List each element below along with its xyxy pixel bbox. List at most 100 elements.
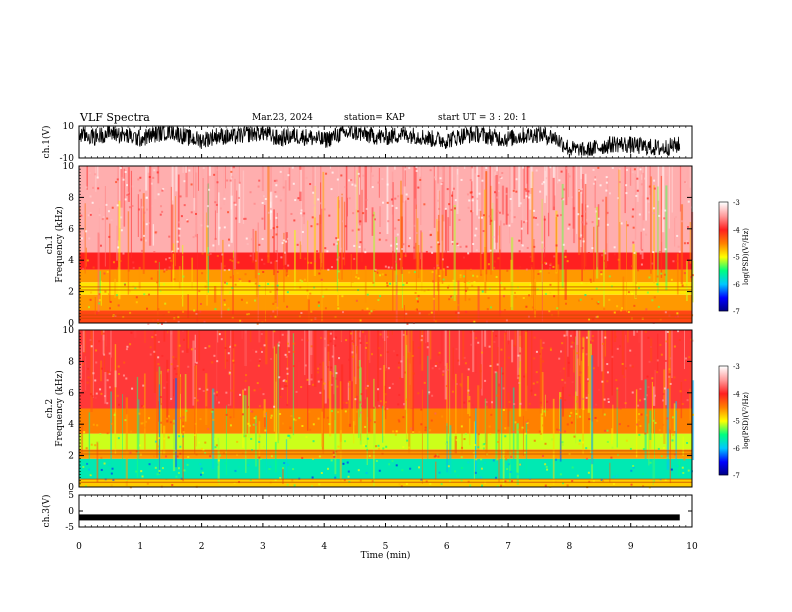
colorbar-strip (719, 473, 728, 475)
spectrogram-speckle (691, 413, 694, 416)
spectrogram-speckle (402, 446, 405, 449)
spectrogram-speckle (232, 361, 235, 364)
spectrogram-speckle (120, 216, 123, 219)
spectrogram-speckle (460, 178, 463, 181)
spectrogram-speckle (353, 257, 356, 260)
spectrogram-streak (591, 355, 594, 465)
spectrogram-streak (392, 250, 394, 313)
spectrogram-speckle (269, 207, 272, 210)
spectrogram-streak (84, 203, 86, 274)
spectrogram-speckle (293, 484, 296, 487)
spectrogram-speckle (129, 451, 132, 454)
colorbar-strip (719, 420, 728, 422)
spectrogram-speckle (274, 479, 277, 482)
spectrogram-speckle (444, 207, 447, 210)
spectrogram-speckle (535, 371, 538, 374)
spectrogram-speckle (273, 179, 276, 182)
spectrogram-speckle (447, 284, 450, 287)
spectrogram-speckle (582, 336, 585, 339)
spectrogram-speckle (374, 268, 377, 271)
spectrogram-speckle (666, 456, 669, 459)
colorbar-strip (719, 447, 728, 449)
spectrogram-streak (573, 330, 575, 343)
spectrogram-speckle (637, 418, 640, 421)
colorbar-strip (719, 238, 728, 240)
spectrogram-speckle (214, 308, 217, 311)
spectrogram-speckle (286, 483, 289, 486)
spectrogram-speckle (475, 249, 478, 252)
spectrogram-speckle (493, 260, 496, 263)
spectrogram-speckle (467, 206, 470, 209)
spectrogram-speckle (496, 363, 499, 366)
spectrogram-speckle (287, 475, 290, 478)
spectrogram-streak (82, 330, 85, 353)
spectrogram-speckle (569, 334, 572, 337)
colorbar-strip (719, 276, 728, 278)
spectrogram-streak (421, 330, 424, 371)
spectrogram-speckle (262, 445, 265, 448)
spectrogram-speckle (228, 371, 231, 374)
spectrogram-speckle (590, 280, 593, 283)
spectrogram-speckle (670, 278, 673, 281)
colorbar-strip (719, 417, 728, 419)
spectrogram-speckle (103, 462, 106, 465)
spectrogram-speckle (249, 410, 252, 413)
spectrogram-speckle (304, 257, 307, 260)
spectrogram-streak (541, 264, 543, 322)
colorbar-strip (719, 296, 728, 298)
y-tick-label: 2 (68, 288, 74, 298)
spectrogram-speckle (400, 485, 403, 488)
spectrogram-speckle (512, 430, 515, 433)
spectrogram-streak (120, 166, 123, 177)
spectrogram-streak (511, 339, 514, 363)
spectrogram-speckle (337, 411, 340, 414)
spectrogram-speckle (177, 467, 180, 470)
spectrogram-speckle (478, 192, 481, 195)
spectrogram-speckle (301, 280, 304, 283)
spectrogram-speckle (213, 173, 216, 176)
spectrogram-streak (263, 399, 266, 418)
spectrogram-streak (474, 166, 476, 174)
spectrogram-streak (313, 166, 316, 218)
spectrogram-speckle (394, 227, 397, 230)
spectrogram-speckle (687, 469, 690, 472)
colorbar-strip (719, 300, 728, 302)
colorbar-strip (719, 202, 728, 204)
spectrogram-speckle (646, 291, 649, 294)
spectrogram-streak (523, 166, 525, 199)
spectrogram-speckle (579, 298, 582, 301)
spectrogram-speckle (630, 265, 633, 268)
spectrogram-speckle (359, 241, 362, 244)
spectrogram-speckle (390, 244, 393, 247)
spectrogram-speckle (477, 341, 480, 344)
colorbar-strip (719, 273, 728, 275)
spectrogram-speckle (587, 252, 590, 255)
spectrogram-speckle (199, 303, 202, 306)
spectrogram-streak (452, 206, 454, 241)
spectrogram-speckle (572, 207, 575, 210)
spectrogram-speckle (245, 301, 248, 304)
spectrogram-speckle (323, 382, 326, 385)
colorbar-strip (719, 272, 728, 274)
spectrogram-streak (182, 166, 184, 173)
spectrogram-speckle (101, 218, 104, 221)
spectrogram-speckle (664, 248, 667, 251)
spectrogram-speckle (279, 199, 282, 202)
spectrogram-streak (206, 226, 208, 306)
spectrogram-speckle (159, 213, 162, 216)
spectrogram-streak (144, 330, 146, 343)
spectrogram-speckle (153, 455, 156, 458)
spectrogram-speckle (594, 178, 597, 181)
spectrogram-speckle (559, 473, 562, 476)
spectrogram-speckle (465, 289, 468, 292)
spectrogram-speckle (262, 270, 265, 273)
spectrogram-speckle (642, 448, 645, 451)
spectrogram-streak (270, 191, 273, 230)
spectrogram-speckle (580, 188, 583, 191)
spectrogram-speckle (285, 240, 288, 243)
spectrogram-speckle (423, 381, 426, 384)
spectrogram-speckle (247, 464, 250, 467)
spectrogram-speckle (331, 355, 334, 358)
spectrogram-speckle (107, 293, 110, 296)
colorbar-strip (719, 219, 728, 221)
